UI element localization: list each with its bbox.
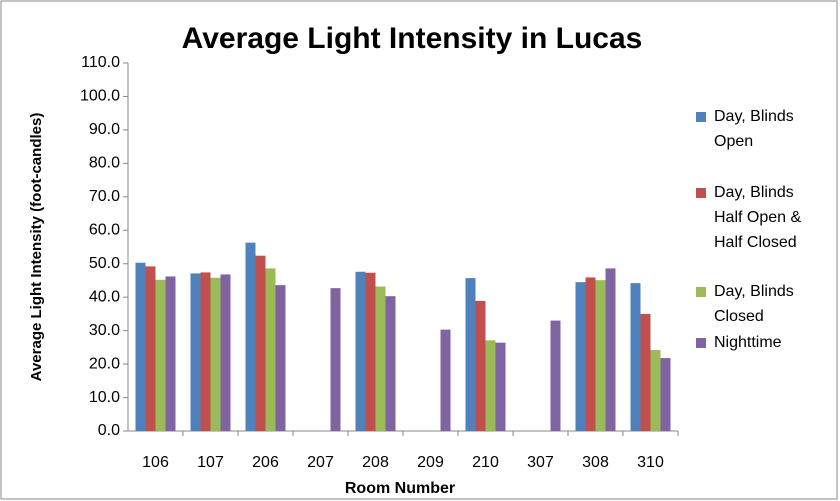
bar xyxy=(155,279,166,431)
bar xyxy=(220,274,231,431)
legend-label: Day, Blinds Half Open & Half Closed xyxy=(714,184,802,251)
bar xyxy=(145,266,156,431)
y-tick-label: 80.0 xyxy=(89,155,120,172)
x-tick-label: 310 xyxy=(637,454,664,471)
bar xyxy=(485,340,496,431)
y-tick-label: 90.0 xyxy=(89,121,120,138)
legend-item: Day, Blinds Half Open & Half Closed xyxy=(696,180,826,255)
bar xyxy=(495,342,506,431)
y-tick-label: 20.0 xyxy=(89,355,120,372)
y-tick-label: 50.0 xyxy=(89,255,120,272)
x-tick-label: 209 xyxy=(417,454,444,471)
bar xyxy=(135,262,146,431)
bar xyxy=(440,329,451,431)
x-tick-label: 308 xyxy=(582,454,609,471)
legend-label: Day, Blinds Open xyxy=(714,108,794,150)
legend-item: Day, Blinds Closed xyxy=(696,279,826,329)
bar xyxy=(365,272,376,431)
x-tick-label: 106 xyxy=(142,454,169,471)
bar xyxy=(275,285,286,431)
y-tick-label: 60.0 xyxy=(89,221,120,238)
x-tick-label: 207 xyxy=(307,454,334,471)
x-tick-label: 107 xyxy=(197,454,224,471)
bar xyxy=(650,350,661,431)
x-tick-label: 210 xyxy=(472,454,499,471)
y-tick-label: 30.0 xyxy=(89,322,120,339)
bar xyxy=(355,271,366,431)
y-tick-label: 40.0 xyxy=(89,288,120,305)
legend-swatch xyxy=(696,112,706,122)
y-tick-label: 70.0 xyxy=(89,188,120,205)
y-tick-label: 0.0 xyxy=(98,422,120,439)
bar xyxy=(640,313,651,431)
y-tick-label: 110.0 xyxy=(81,54,120,71)
bar xyxy=(200,272,211,431)
x-tick-label: 206 xyxy=(252,454,279,471)
x-axis-label: Room Number xyxy=(345,480,455,497)
legend-swatch xyxy=(696,338,706,348)
bar xyxy=(465,278,476,431)
legend-label: Day, Blinds Closed xyxy=(714,283,794,325)
bar xyxy=(255,255,266,431)
bar xyxy=(385,296,396,431)
legend-label: Nighttime xyxy=(714,334,782,351)
bar xyxy=(585,277,596,431)
bar xyxy=(595,280,606,431)
bar xyxy=(330,288,341,431)
chart-title: Average Light Intensity in Lucas xyxy=(182,22,643,55)
bar xyxy=(210,277,221,431)
y-tick-label: 10.0 xyxy=(89,389,120,406)
legend-swatch xyxy=(696,287,706,297)
bar xyxy=(575,282,586,431)
bar xyxy=(165,276,176,431)
legend-swatch xyxy=(696,188,706,198)
bar xyxy=(475,300,486,431)
bar xyxy=(660,358,671,431)
bar xyxy=(265,268,276,431)
x-tick-label: 307 xyxy=(527,454,554,471)
bar xyxy=(375,286,386,431)
y-tick-label: 100.0 xyxy=(80,88,120,105)
x-tick-label: 208 xyxy=(362,454,389,471)
bar xyxy=(190,273,201,431)
legend-item: Nighttime xyxy=(696,330,826,355)
bar xyxy=(245,242,256,431)
bar xyxy=(550,320,561,431)
y-axis-label: Average Light Intensity (foot-candles) xyxy=(28,113,45,382)
bar xyxy=(630,283,641,431)
legend-item: Day, Blinds Open xyxy=(696,104,826,154)
bar xyxy=(605,268,616,431)
